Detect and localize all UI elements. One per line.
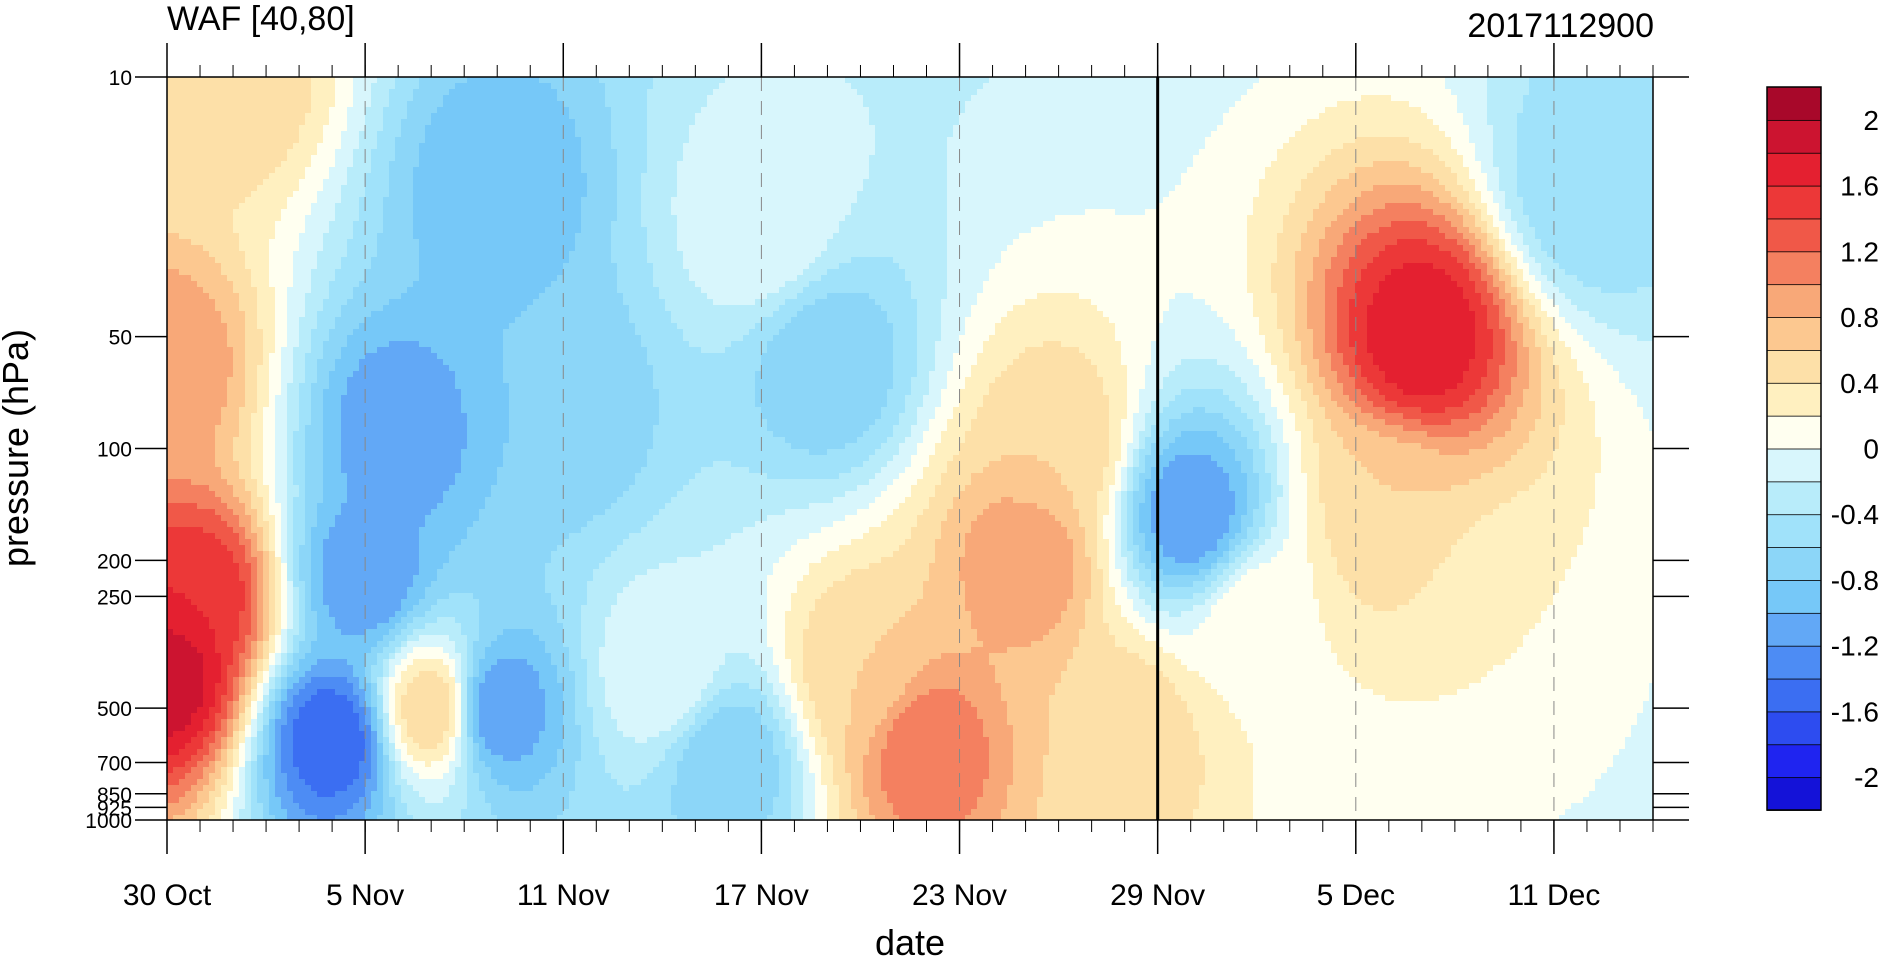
x-axis-label: date — [875, 922, 945, 962]
colorbar-box — [1766, 645, 1822, 680]
colorbar-box — [1766, 86, 1822, 121]
colorbar-box — [1766, 349, 1822, 384]
y-tick-label: 500 — [97, 698, 132, 721]
colorbar-label: -1.2 — [1831, 631, 1879, 662]
colorbar-box — [1766, 448, 1822, 483]
y-axis-label: pressure (hPa) — [0, 329, 36, 567]
grid-lines — [166, 77, 1555, 820]
colorbar-box — [1766, 743, 1822, 779]
colorbar-box — [1766, 316, 1822, 351]
colorbar-box — [1766, 579, 1822, 614]
colorbar-box — [1766, 250, 1822, 286]
y-tick-label: 250 — [97, 586, 132, 609]
colorbar-label: -0.4 — [1831, 499, 1879, 530]
colorbar-label: 0.4 — [1840, 368, 1879, 399]
y-tick-label: 100 — [97, 439, 132, 462]
chart-title-left: WAF [40,80] — [167, 0, 355, 38]
colorbar-box — [1766, 776, 1822, 811]
colorbar-label: -0.8 — [1831, 565, 1879, 596]
colorbar-box — [1766, 480, 1822, 516]
colorbar-label: 2 — [1863, 105, 1879, 136]
colorbar: 2 1.6 1.2 0.8 0.4 0 -0.4 -0.8 -1.2 -1.6 -2 — [1766, 86, 1879, 811]
x-tick-label: 5 Dec — [1317, 879, 1395, 912]
colorbar-label: 0.8 — [1840, 302, 1879, 333]
y-tick-label: 925 — [97, 797, 132, 820]
y-tick-label: 10 — [109, 67, 132, 90]
colorbar-box — [1766, 185, 1822, 220]
x-tick-label: 5 Nov — [326, 879, 404, 912]
y-tick-label: 700 — [97, 752, 132, 775]
colorbar-frame — [1766, 86, 1822, 811]
colorbar-box — [1766, 678, 1822, 713]
colorbar-label: 0 — [1863, 434, 1879, 465]
x-tick-label: 30 Oct — [123, 879, 212, 912]
y-tick-label: 850 — [97, 784, 132, 807]
colorbar-box — [1766, 546, 1822, 581]
colorbar-box — [1766, 382, 1822, 417]
y-tick-label: 1000 — [85, 810, 132, 833]
colorbar-box — [1766, 513, 1822, 548]
colorbar-box — [1766, 119, 1822, 154]
axes: 30 Oct 5 Nov 11 Nov 17 Nov 23 Nov 29 Nov 5 Dec… — [85, 43, 1689, 912]
colorbar-box — [1766, 415, 1822, 450]
x-tick-label: 17 Nov — [714, 879, 809, 912]
x-tick-label: 11 Dec — [1508, 879, 1601, 912]
colorbar-label: -1.6 — [1831, 696, 1879, 727]
x-tick-label: 29 Nov — [1110, 879, 1205, 912]
y-tick-label: 200 — [97, 550, 132, 573]
chart-title-right: 2017112900 — [1467, 7, 1654, 45]
x-tick-label: 11 Nov — [517, 879, 610, 912]
x-tick-label: 23 Nov — [912, 879, 1007, 912]
colorbar-box — [1766, 711, 1822, 746]
colorbar-box — [1766, 152, 1822, 187]
colorbar-box — [1766, 218, 1822, 253]
colorbar-label: 1.2 — [1840, 236, 1879, 267]
colorbar-box — [1766, 612, 1822, 647]
colorbar-label: 1.6 — [1840, 171, 1879, 202]
y-tick-label: 50 — [109, 327, 132, 350]
colorbar-box — [1766, 283, 1822, 318]
contour-field — [167, 77, 1653, 820]
colorbar-label: -2 — [1854, 762, 1879, 793]
